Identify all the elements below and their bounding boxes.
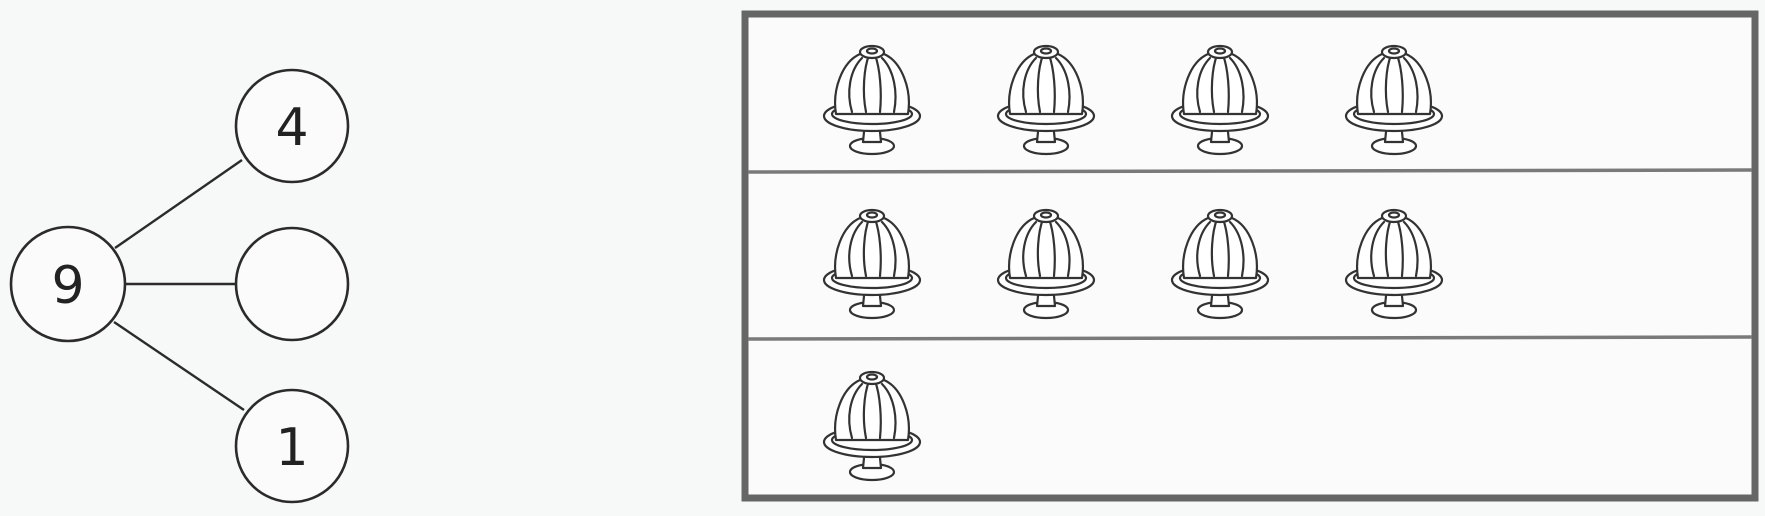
part-number-bottom: 1 <box>275 418 308 478</box>
row-divider-2 <box>747 335 1753 341</box>
whole-number: 9 <box>51 256 84 316</box>
bond-line-top <box>114 159 243 249</box>
whole-circle <box>9 225 127 343</box>
part-circle-middle-blank[interactable] <box>234 226 350 342</box>
part-circle-top <box>234 68 350 184</box>
part-number-top: 4 <box>275 98 308 158</box>
number-bond: 9 4 1 <box>9 68 350 504</box>
part-circle-bottom <box>234 388 350 504</box>
picture-frame <box>741 10 1759 502</box>
row-divider-1 <box>747 168 1753 174</box>
bond-line-bottom <box>113 321 245 411</box>
